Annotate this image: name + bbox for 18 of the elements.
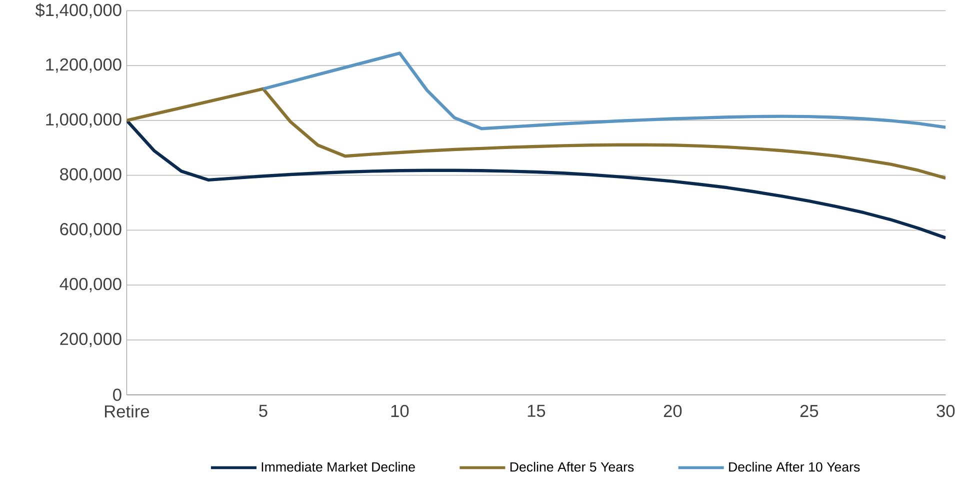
y-tick-label: 1,000,000 bbox=[46, 113, 122, 128]
x-tick-label: Retire bbox=[105, 404, 150, 418]
legend-label: Immediate Market Decline bbox=[262, 462, 415, 472]
x-tick-label: 15 bbox=[528, 404, 546, 418]
y-tick-label: 0 bbox=[113, 388, 122, 402]
y-tick-label: 800,000 bbox=[60, 168, 122, 183]
x-tick-label: 25 bbox=[800, 404, 818, 418]
y-tick-label: 400,000 bbox=[60, 278, 122, 292]
y-tick-label: $1,400,000 bbox=[35, 3, 122, 18]
x-tick-label: 10 bbox=[391, 404, 409, 418]
x-tick-label: 20 bbox=[664, 404, 682, 418]
legend-label: Decline After 10 Years bbox=[729, 462, 860, 472]
x-tick-label: 30 bbox=[936, 404, 955, 418]
x-tick-label: 5 bbox=[259, 404, 268, 418]
y-tick-label: 200,000 bbox=[60, 332, 122, 348]
y-tick-label: 1,200,000 bbox=[46, 58, 122, 73]
legend-label: Decline After 5 Years bbox=[510, 462, 634, 472]
y-tick-label: 600,000 bbox=[60, 223, 122, 238]
